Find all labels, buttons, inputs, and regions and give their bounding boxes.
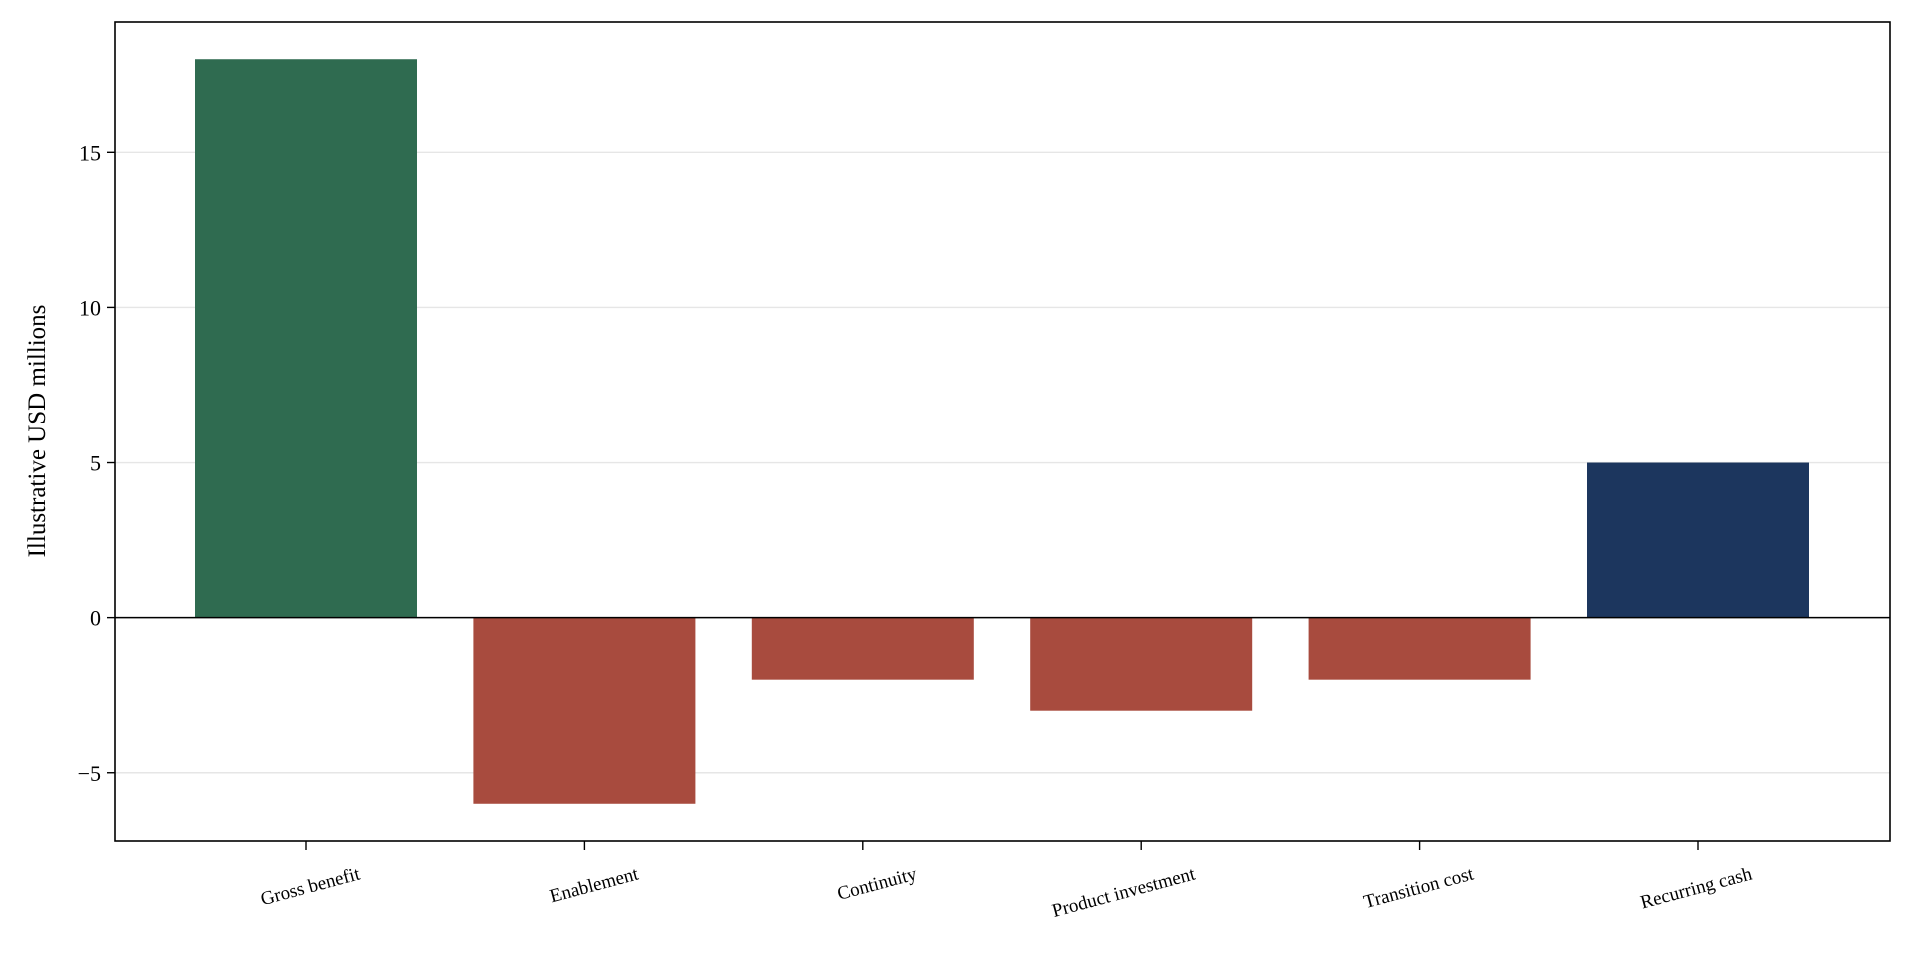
bars (195, 59, 1809, 804)
x-axis-ticks: Gross benefit Enablement Continuity Product… (258, 841, 1755, 922)
x-tick-label: Recurring cash (1638, 863, 1754, 913)
y-tick-label: 0 (90, 606, 101, 631)
y-tick-label: 10 (79, 295, 101, 320)
x-tick-label: Transition cost (1362, 863, 1477, 913)
bar-enablement (473, 617, 696, 804)
bar-transition-cost (1308, 617, 1531, 680)
bar-recurring-cash (1587, 462, 1809, 618)
y-tick-label: 15 (79, 140, 101, 165)
x-tick-label: Gross benefit (258, 863, 362, 910)
plot-frame (114, 21, 1891, 842)
x-tick-label: Continuity (835, 863, 919, 904)
y-tick-label: −5 (78, 761, 101, 786)
bar-product-investment (1030, 617, 1253, 711)
x-tick-label: Product investment (1050, 863, 1198, 922)
x-tick-label: Enablement (548, 863, 642, 907)
y-axis-label: Illustrative USD millions (24, 305, 51, 558)
bar-continuity (751, 617, 974, 680)
y-tick-label: 5 (90, 451, 101, 476)
bar-gross-benefit (195, 59, 417, 618)
y-axis-ticks: −5 0 5 10 15 (78, 140, 115, 786)
